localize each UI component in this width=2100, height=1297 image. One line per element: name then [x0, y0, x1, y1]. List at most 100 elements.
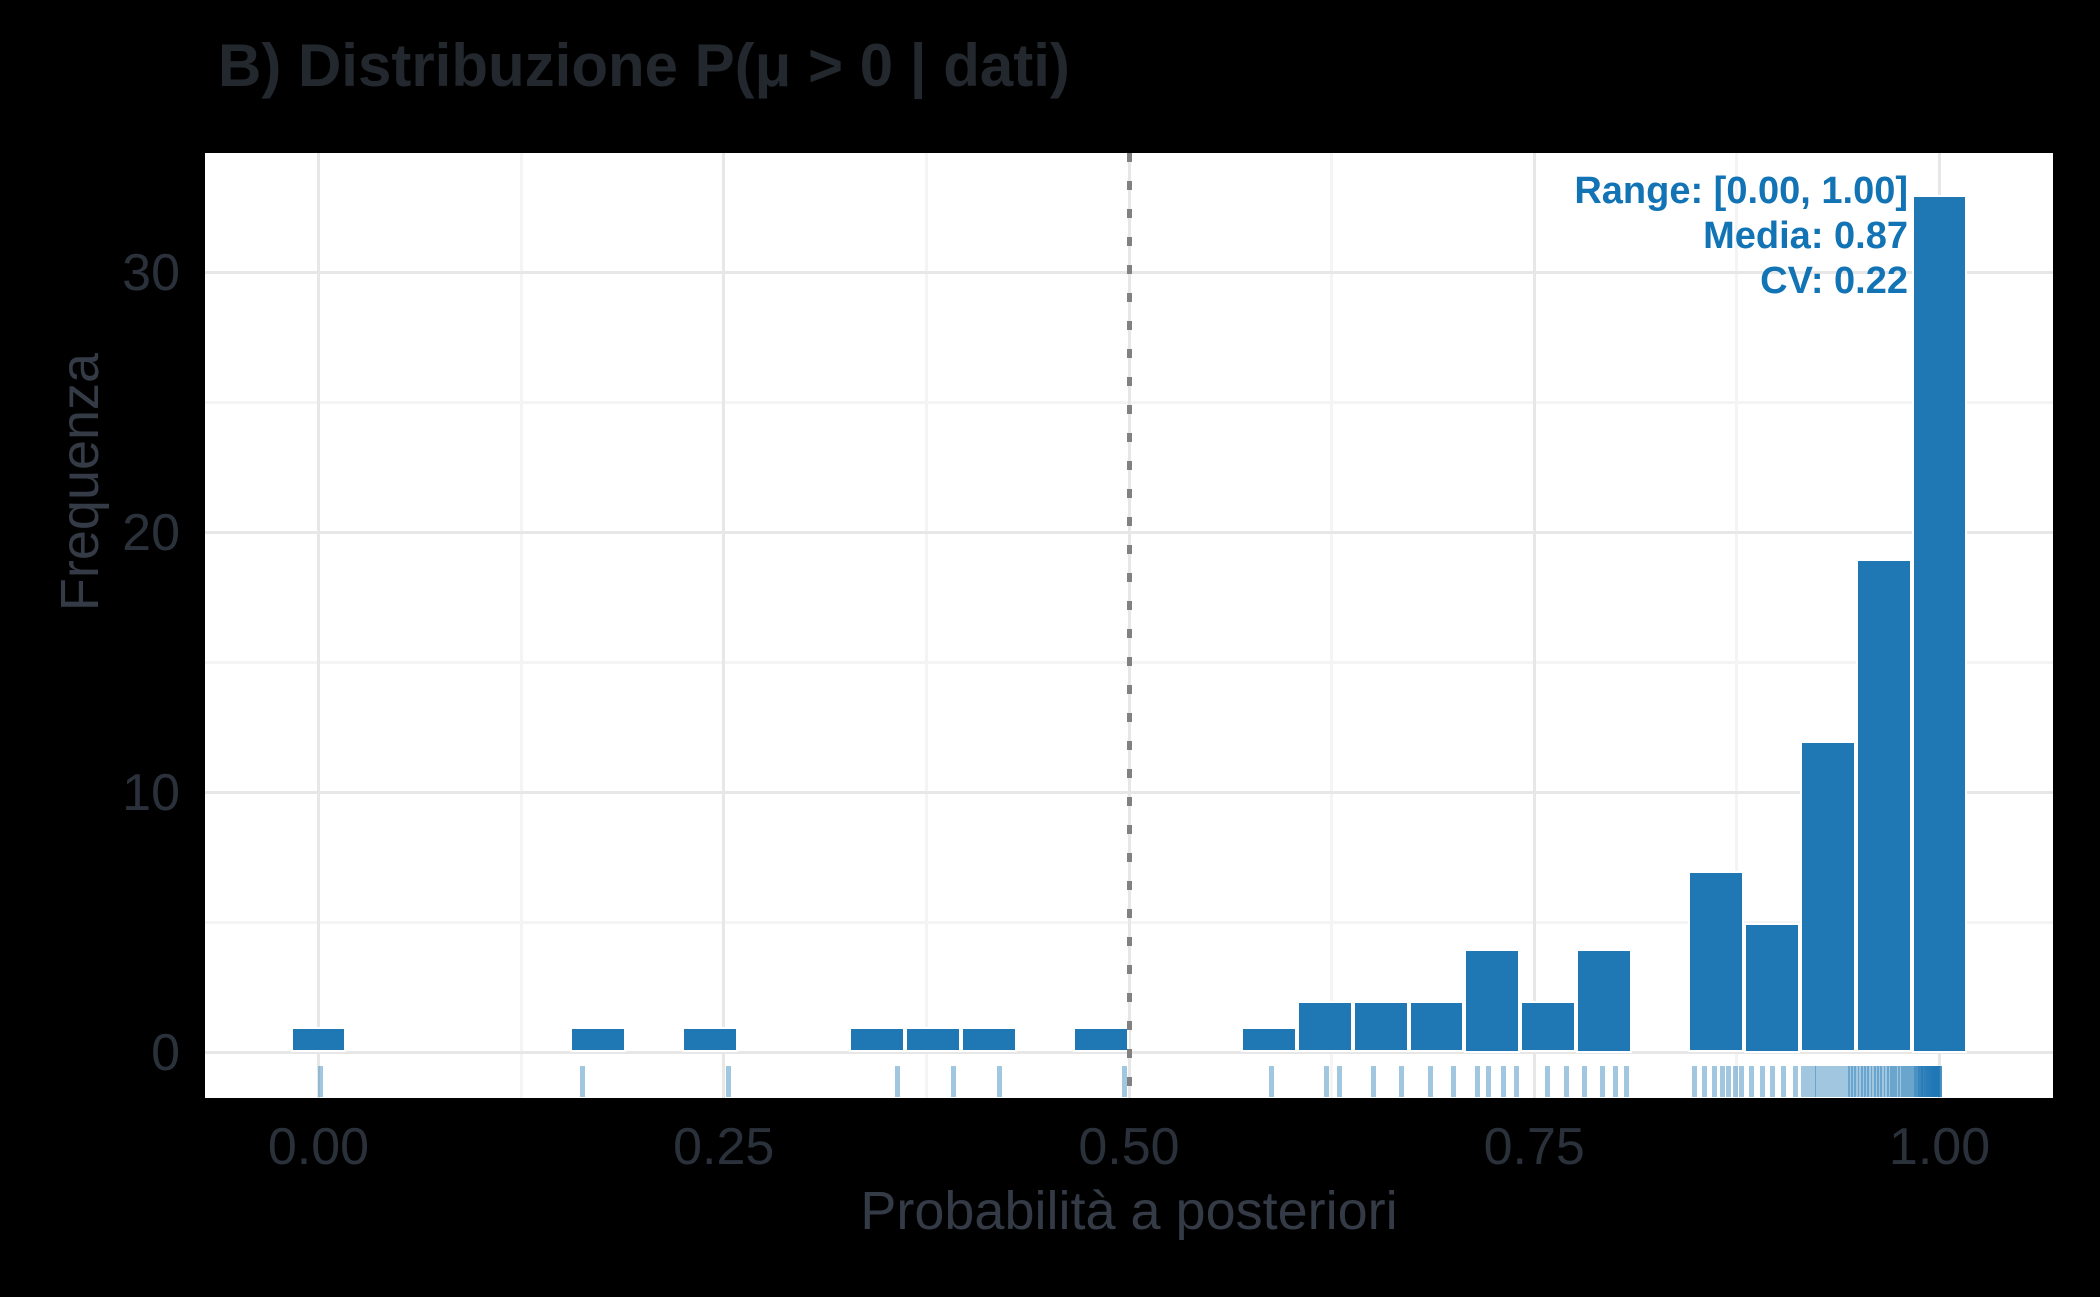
rug-tick [1834, 1066, 1840, 1097]
histogram-bar [1240, 1026, 1297, 1053]
histogram-bar [1073, 1026, 1130, 1053]
gridline-x-minor [1330, 153, 1334, 1098]
rug-tick [1500, 1066, 1506, 1097]
rug-tick [1883, 1066, 1889, 1097]
rug-tick [1739, 1066, 1745, 1097]
rug-tick [1719, 1066, 1725, 1097]
rug-tick [1800, 1066, 1806, 1097]
y-tick-label: 30 [122, 243, 180, 302]
histogram-bar [961, 1026, 1018, 1053]
gridline-x-minor [924, 153, 928, 1098]
rug-tick [1726, 1066, 1732, 1097]
rug-tick [1917, 1066, 1923, 1097]
rug-tick [317, 1066, 323, 1097]
rug-tick [1901, 1066, 1907, 1097]
rug-tick [1544, 1066, 1550, 1097]
rug-tick [1820, 1066, 1826, 1097]
rug-tick [1906, 1066, 1912, 1097]
y-tick-label: 20 [122, 503, 180, 562]
stats-annotation: Range: [0.00, 1.00] Media: 0.87 CV: 0.22 [1574, 169, 1908, 304]
rug-tick [1928, 1066, 1934, 1097]
rug-tick [580, 1066, 586, 1097]
gridline-x-minor [519, 153, 523, 1098]
rug-tick [1428, 1066, 1434, 1097]
rug-tick [1701, 1066, 1707, 1097]
histogram-bar [569, 1026, 626, 1053]
rug-tick [1912, 1066, 1918, 1097]
rug-tick [1922, 1066, 1928, 1097]
x-tick-label: 0.25 [673, 1118, 775, 1176]
rug-tick [1933, 1066, 1939, 1097]
rug-tick [1854, 1066, 1860, 1097]
rug-tick [1873, 1066, 1879, 1097]
rug-tick [1932, 1066, 1938, 1097]
rug-tick [1915, 1066, 1921, 1097]
rug-tick [1937, 1066, 1943, 1097]
rug-tick [1937, 1066, 1943, 1097]
histogram-bar [1464, 948, 1521, 1053]
rug-tick [1886, 1066, 1892, 1097]
rug-tick [1121, 1066, 1127, 1097]
rug-tick [1870, 1066, 1876, 1097]
rug-tick [1930, 1066, 1936, 1097]
rug-tick [1877, 1066, 1883, 1097]
rug-tick [1920, 1066, 1926, 1097]
rug-tick [1371, 1066, 1377, 1097]
rug-tick [1612, 1066, 1618, 1097]
rug-tick [1475, 1066, 1481, 1097]
rug-tick [996, 1066, 1002, 1097]
x-tick-label: 1.00 [1888, 1118, 1991, 1176]
rug-tick [1880, 1066, 1886, 1097]
rug-tick [1450, 1066, 1456, 1097]
x-tick-label: 0.75 [1483, 1118, 1585, 1176]
rug-tick [1927, 1066, 1933, 1097]
rug-tick [1815, 1066, 1821, 1097]
rug-tick [1932, 1066, 1938, 1097]
rug-tick [1748, 1066, 1754, 1097]
x-tick-label: 0.00 [267, 1118, 370, 1176]
histogram-bar [1296, 1000, 1353, 1053]
rug-tick [1857, 1066, 1863, 1097]
rug-tick [1711, 1066, 1717, 1097]
rug-tick [1864, 1066, 1870, 1097]
rug-tick [1920, 1066, 1926, 1097]
rug-tick [1935, 1066, 1941, 1097]
rug-tick [894, 1066, 900, 1097]
rug-tick [1564, 1066, 1570, 1097]
rug-tick [1917, 1066, 1923, 1097]
rug-tick [1760, 1066, 1766, 1097]
rug-tick [1898, 1066, 1904, 1097]
rug-tick [1937, 1066, 1943, 1097]
rug-tick [1928, 1066, 1934, 1097]
rug-tick [1599, 1066, 1605, 1097]
histogram-bar [905, 1026, 962, 1053]
rug-tick [1810, 1066, 1816, 1097]
rug-tick [726, 1066, 732, 1097]
rug-tick [1692, 1066, 1698, 1097]
histogram-bar [1576, 948, 1633, 1053]
rug-tick [1830, 1066, 1836, 1097]
histogram-bar [1520, 1000, 1577, 1053]
rug-tick [1860, 1066, 1866, 1097]
rug-tick [1486, 1066, 1492, 1097]
rug-tick [1925, 1066, 1931, 1097]
rug-tick [1890, 1066, 1896, 1097]
rug-tick [1732, 1066, 1738, 1097]
y-tick-label: 0 [151, 1023, 180, 1082]
gridline-x-major [1532, 153, 1536, 1098]
rug-tick [951, 1066, 957, 1097]
rug-tick [1925, 1066, 1931, 1097]
rug-tick [1624, 1066, 1630, 1097]
rug-tick [1924, 1066, 1930, 1097]
rug-tick [1933, 1066, 1939, 1097]
rug-tick [1914, 1066, 1920, 1097]
y-tick-label: 10 [122, 763, 180, 822]
reference-line [1126, 153, 1132, 1098]
annotation-range: Range: [0.00, 1.00] [1574, 170, 1908, 212]
plot-panel [205, 153, 2053, 1098]
gridline-x-minor [1735, 153, 1739, 1098]
rug-tick [1844, 1066, 1850, 1097]
rug-tick [1930, 1066, 1936, 1097]
rug-tick [1932, 1066, 1938, 1097]
